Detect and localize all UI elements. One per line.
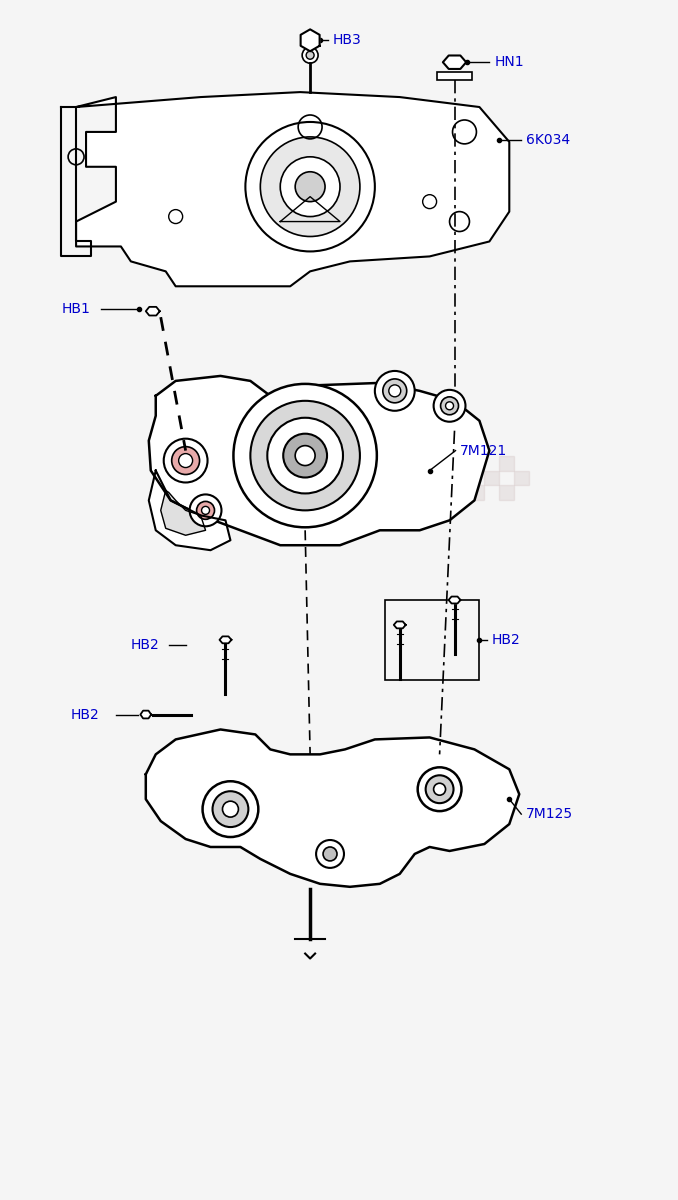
Bar xyxy=(439,456,454,470)
Circle shape xyxy=(233,384,377,527)
Polygon shape xyxy=(394,622,405,629)
Text: 6K034: 6K034 xyxy=(526,133,570,146)
Circle shape xyxy=(201,506,210,515)
Bar xyxy=(469,456,484,470)
Text: 7M121: 7M121 xyxy=(460,444,506,457)
Circle shape xyxy=(283,433,327,478)
Polygon shape xyxy=(148,470,231,551)
Polygon shape xyxy=(161,491,205,535)
Circle shape xyxy=(426,775,454,803)
Circle shape xyxy=(418,767,462,811)
Text: 7M125: 7M125 xyxy=(526,808,574,821)
Bar xyxy=(454,470,469,486)
Text: HB3: HB3 xyxy=(333,34,362,47)
Circle shape xyxy=(267,418,343,493)
Circle shape xyxy=(295,172,325,202)
Circle shape xyxy=(179,454,193,468)
Circle shape xyxy=(172,446,199,474)
Circle shape xyxy=(441,397,458,415)
Circle shape xyxy=(388,385,401,397)
Polygon shape xyxy=(449,596,460,604)
Polygon shape xyxy=(146,730,519,887)
Circle shape xyxy=(203,781,258,838)
Polygon shape xyxy=(140,710,151,719)
Bar xyxy=(515,470,530,486)
Bar xyxy=(439,486,454,500)
Text: HB1: HB1 xyxy=(61,302,90,316)
Polygon shape xyxy=(148,376,490,545)
Circle shape xyxy=(163,439,207,482)
Circle shape xyxy=(280,157,340,216)
Text: HB2: HB2 xyxy=(131,638,159,652)
Text: S: S xyxy=(201,407,281,514)
Text: a: a xyxy=(330,452,380,527)
Bar xyxy=(484,470,499,486)
Circle shape xyxy=(212,791,248,827)
Circle shape xyxy=(306,52,314,59)
Circle shape xyxy=(302,47,318,64)
Circle shape xyxy=(445,402,454,409)
Circle shape xyxy=(323,847,337,860)
Polygon shape xyxy=(443,55,466,68)
Circle shape xyxy=(434,784,445,796)
Circle shape xyxy=(222,802,239,817)
Text: HN1: HN1 xyxy=(494,55,524,70)
Bar xyxy=(385,600,479,679)
Circle shape xyxy=(375,371,415,410)
Text: HB2: HB2 xyxy=(492,632,520,647)
Circle shape xyxy=(260,137,360,236)
Bar xyxy=(499,456,515,470)
Circle shape xyxy=(316,840,344,868)
Circle shape xyxy=(245,122,375,252)
Polygon shape xyxy=(146,307,160,316)
Bar xyxy=(469,486,484,500)
Bar xyxy=(437,72,473,80)
Polygon shape xyxy=(220,636,231,643)
Polygon shape xyxy=(300,29,319,52)
Polygon shape xyxy=(76,92,509,287)
Circle shape xyxy=(190,494,222,527)
Circle shape xyxy=(295,445,315,466)
Circle shape xyxy=(434,390,466,421)
Text: HB2: HB2 xyxy=(71,708,100,721)
Circle shape xyxy=(250,401,360,510)
Text: C: C xyxy=(271,407,359,514)
Bar xyxy=(499,486,515,500)
Circle shape xyxy=(197,502,214,520)
Circle shape xyxy=(383,379,407,403)
